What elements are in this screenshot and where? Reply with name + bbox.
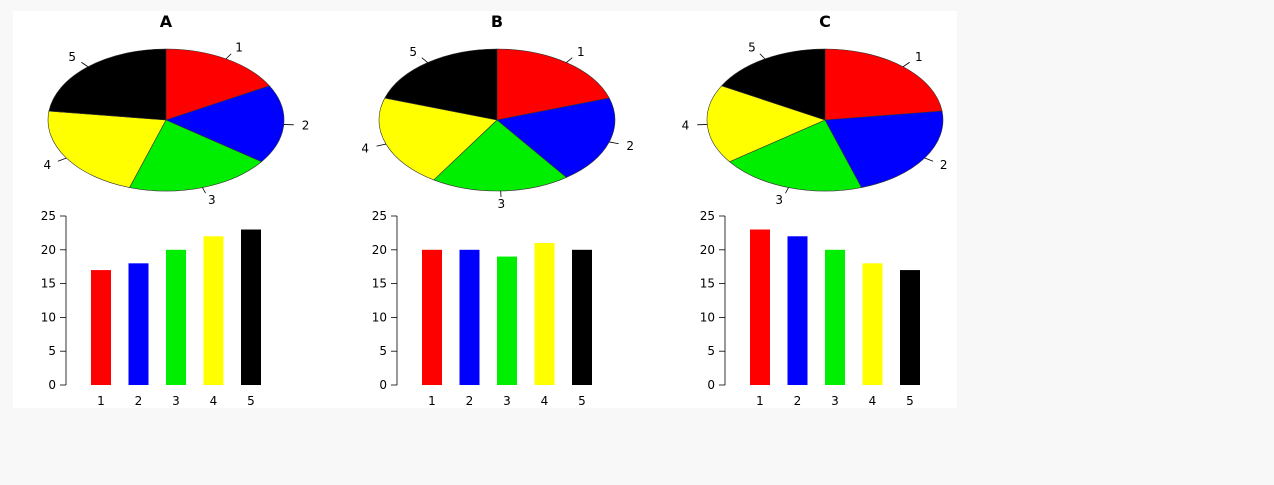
y-tick-label: 0 (379, 378, 387, 392)
y-tick-label: 10 (372, 310, 387, 324)
bar-2 (459, 249, 480, 385)
pie-slice-label: 4 (361, 141, 369, 155)
x-tick-label: 4 (210, 394, 218, 408)
y-tick-label: 10 (700, 310, 715, 324)
bar-4 (862, 263, 883, 385)
pie-slice-1 (824, 48, 943, 121)
bar-4 (203, 236, 224, 385)
pie-slice-1 (165, 48, 270, 121)
bar-2 (787, 236, 808, 385)
y-tick-label: 15 (700, 277, 715, 291)
pie-slice-label: 3 (775, 193, 783, 207)
x-tick-label: 3 (831, 394, 839, 408)
y-tick-label: 5 (48, 344, 56, 358)
pie-slice-label: 5 (748, 41, 756, 55)
x-tick-label: 2 (794, 394, 802, 408)
panel-c: C 1 2 3 4 5 0 5 10 15 20 25 1 2 3 4 5 (682, 12, 948, 408)
pie-label-line (81, 61, 89, 68)
bar-5 (572, 249, 592, 385)
pie-slice-1 (496, 48, 610, 121)
pie-slice-label: 4 (44, 158, 52, 172)
x-tick-label: 2 (466, 394, 474, 408)
pie-label-line (421, 57, 428, 63)
pie-slice-label: 5 (409, 45, 417, 59)
y-tick-label: 0 (48, 378, 56, 392)
panel-b: B 1 2 3 4 5 0 5 10 15 20 25 1 2 3 4 5 (361, 12, 634, 408)
y-tick-label: 5 (707, 344, 715, 358)
figure: A 1 2 3 4 5 0 5 10 15 20 25 1 2 3 4 5 B 1 2 3 4 5 0 5 10 15 20 25 1 2 3… (13, 11, 957, 408)
pie-slice-3 (728, 119, 862, 192)
pie-slice-label: 2 (626, 139, 634, 153)
bar-3 (166, 249, 186, 385)
pie-slice-5 (721, 48, 826, 121)
pie-label-line (57, 157, 67, 162)
y-tick-label: 25 (372, 209, 387, 223)
pie-label-line (566, 57, 573, 63)
pie-label-line (902, 61, 910, 68)
panel-title: C (819, 12, 831, 31)
x-tick-label: 1 (428, 394, 436, 408)
y-tick-label: 10 (41, 310, 56, 324)
pie-label-line (225, 53, 232, 60)
pie-slice-label: 1 (235, 41, 243, 55)
x-tick-label: 5 (578, 394, 586, 408)
panel-title: B (491, 12, 503, 31)
pie-slice-label: 2 (940, 158, 948, 172)
bar-4 (534, 243, 555, 385)
x-tick-label: 5 (906, 394, 914, 408)
pie-slice-3 (433, 119, 567, 192)
bar-3 (497, 256, 517, 385)
pie-slice-label: 1 (915, 50, 923, 64)
y-tick-label: 15 (41, 277, 56, 291)
x-tick-label: 4 (869, 394, 877, 408)
x-tick-label: 3 (503, 394, 511, 408)
x-tick-label: 1 (756, 394, 764, 408)
y-tick-label: 0 (707, 378, 715, 392)
x-tick-label: 4 (541, 394, 549, 408)
pie-slice-4 (47, 110, 167, 188)
pie-slice-label: 1 (577, 45, 585, 59)
y-tick-label: 15 (372, 277, 387, 291)
bar-3 (825, 249, 845, 385)
x-tick-label: 3 (172, 394, 180, 408)
x-tick-label: 1 (97, 394, 105, 408)
y-tick-label: 25 (41, 209, 56, 223)
y-tick-label: 20 (372, 243, 387, 257)
y-tick-label: 25 (700, 209, 715, 223)
x-tick-label: 2 (135, 394, 143, 408)
panel-title: A (160, 12, 173, 31)
pie-slice-2 (496, 97, 616, 178)
bar-5 (241, 229, 261, 385)
pie-label-line (202, 187, 206, 194)
bar-2 (128, 263, 149, 385)
pie-slice-5 (384, 48, 498, 121)
pie-label-line (924, 157, 934, 162)
panel-a: A 1 2 3 4 5 0 5 10 15 20 25 1 2 3 4 5 (41, 12, 310, 408)
bar-1 (91, 270, 111, 385)
pie-slice-label: 4 (682, 118, 690, 132)
pie-slice-2 (824, 110, 944, 188)
pie-slice-2 (165, 85, 285, 163)
pie-slice-5 (48, 48, 167, 121)
pie-label-line (759, 53, 766, 60)
pie-slice-label: 2 (302, 118, 310, 132)
pie-label-line (376, 143, 387, 147)
pie-label-line (785, 187, 789, 194)
bar-1 (422, 249, 442, 385)
pie-slice-label: 3 (208, 193, 216, 207)
bar-5 (900, 270, 920, 385)
y-tick-label: 20 (41, 243, 56, 257)
pie-slice-4 (706, 85, 826, 163)
pie-slice-label: 5 (68, 50, 76, 64)
bar-1 (750, 229, 770, 385)
y-tick-label: 5 (379, 344, 387, 358)
pie-slice-label: 3 (497, 197, 505, 211)
pie-label-line (609, 141, 619, 145)
x-tick-label: 5 (247, 394, 255, 408)
y-tick-label: 20 (700, 243, 715, 257)
pie-slice-3 (129, 119, 263, 192)
